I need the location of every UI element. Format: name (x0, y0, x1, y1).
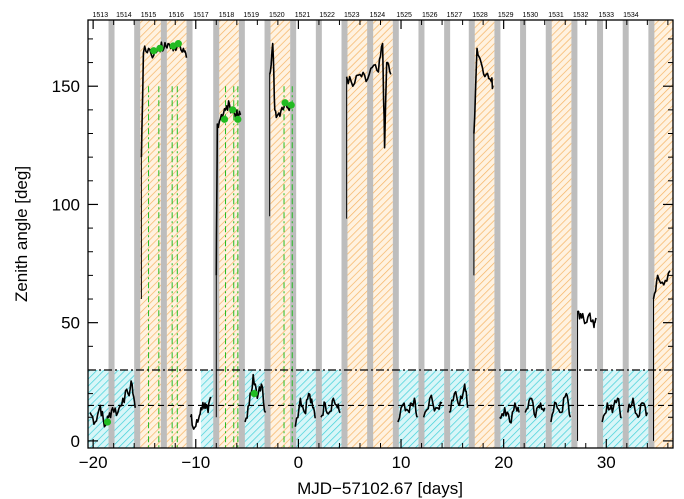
x-axis-title: MJD−57102.67 [days] (297, 479, 463, 498)
zenith-line-segment (215, 100, 242, 276)
run-number-label: 1517 (193, 12, 209, 19)
run-number-label: 1527 (447, 12, 463, 19)
run-number-label: 1518 (219, 12, 235, 19)
y-axis-title: Zenith angle [deg] (12, 166, 31, 302)
x-tick-label: 10 (392, 453, 411, 472)
run-number-label: 1532 (573, 12, 589, 19)
orange-hatch-region (472, 20, 495, 448)
green-data-point (174, 40, 182, 48)
orange-hatch-region (217, 20, 239, 448)
green-data-point (103, 418, 112, 426)
gray-band (238, 20, 245, 448)
orange-hatch-region (268, 20, 291, 448)
run-numbers: 1513 1514 1515 1516 1517 1518 1519 1520 1521 1522… (93, 12, 639, 19)
gray-band (597, 20, 604, 448)
zenith-line-segment (524, 397, 546, 419)
y-tick-label: 100 (52, 195, 80, 214)
zenith-line-segment (627, 397, 649, 419)
run-number-label: 1528 (472, 12, 488, 19)
run-number-label: 1531 (548, 12, 564, 19)
x-tick-label: 0 (294, 453, 303, 472)
cyan-hatch-region (524, 369, 546, 448)
run-number-label: 1515 (141, 12, 157, 19)
gray-band (315, 20, 322, 448)
gray-band (392, 20, 399, 448)
green-data-point (150, 47, 158, 55)
y-tick-label: 50 (61, 314, 80, 333)
gray-band (108, 20, 115, 448)
gray-band (648, 20, 655, 448)
run-number-label: 1533 (599, 12, 615, 19)
run-number-label: 1534 (623, 12, 639, 19)
zenith-line-segment (550, 392, 572, 423)
zenith-line-segment (577, 310, 597, 329)
green-data-point (156, 44, 164, 52)
gray-band (134, 20, 141, 448)
zenith-line-segment (652, 270, 671, 300)
gray-band (160, 20, 167, 448)
gray-band (494, 20, 501, 448)
zenith-line-segment (448, 383, 469, 413)
cyan-hatch-region (549, 369, 572, 448)
run-number-label: 1525 (396, 12, 412, 19)
green-data-point (234, 115, 242, 123)
zenith-line-segment (422, 394, 443, 418)
run-number-label: 1520 (269, 12, 285, 19)
x-tick-label: −20 (79, 453, 108, 472)
gray-band (571, 20, 578, 448)
run-number-label: 1524 (370, 12, 386, 19)
cyan-hatch-region (626, 369, 649, 448)
axis-ticks: −20 −10 0 10 20 30 0 50 100 150 (52, 20, 673, 472)
gray-band (520, 20, 527, 448)
gray-band (468, 20, 475, 448)
green-data-point (250, 390, 258, 398)
zenith-line-segment (397, 397, 419, 423)
gray-band (290, 20, 297, 448)
zenith-line-segment (473, 47, 494, 134)
data-lines (88, 40, 673, 448)
gray-band (622, 20, 629, 448)
cyan-hatch-region (498, 369, 521, 448)
run-number-label: 1530 (523, 12, 539, 19)
gray-band (418, 20, 425, 448)
gray-band (186, 20, 193, 448)
gray-band (341, 20, 348, 448)
run-number-label: 1529 (498, 12, 514, 19)
gray-band (444, 20, 451, 448)
run-number-label: 1521 (295, 12, 311, 19)
y-tick-label: 0 (71, 432, 80, 451)
x-tick-label: −10 (181, 453, 210, 472)
orange-hatch-region (549, 20, 572, 448)
zenith-line-segment (345, 42, 392, 149)
x-tick-label: 20 (494, 453, 513, 472)
background-regions (88, 20, 673, 448)
x-tick-label: 30 (597, 453, 616, 472)
run-number-label: 1519 (243, 12, 259, 19)
run-number-label: 1522 (319, 12, 335, 19)
zenith-line-segment (244, 373, 267, 423)
run-number-label: 1516 (168, 12, 184, 19)
gray-band (367, 20, 374, 448)
run-number-label: 1526 (422, 12, 438, 19)
green-data-point (229, 106, 237, 114)
green-data-point (281, 99, 289, 107)
zenith-line-segment (320, 397, 341, 418)
orange-hatch-region (652, 20, 673, 448)
y-tick-label: 150 (52, 77, 80, 96)
zenith-line-segment (499, 402, 520, 424)
green-data-point (220, 115, 229, 123)
zenith-line-segment (294, 392, 317, 427)
gray-band (264, 20, 271, 448)
run-number-label: 1514 (116, 12, 132, 19)
zenith-line-segment (89, 380, 136, 428)
run-number-label: 1513 (93, 12, 109, 19)
run-number-label: 1523 (344, 12, 360, 19)
zenith-line-segment (189, 396, 212, 430)
gray-band (545, 20, 552, 448)
zenith-line-segment (601, 397, 622, 423)
green-data-point (287, 101, 295, 109)
